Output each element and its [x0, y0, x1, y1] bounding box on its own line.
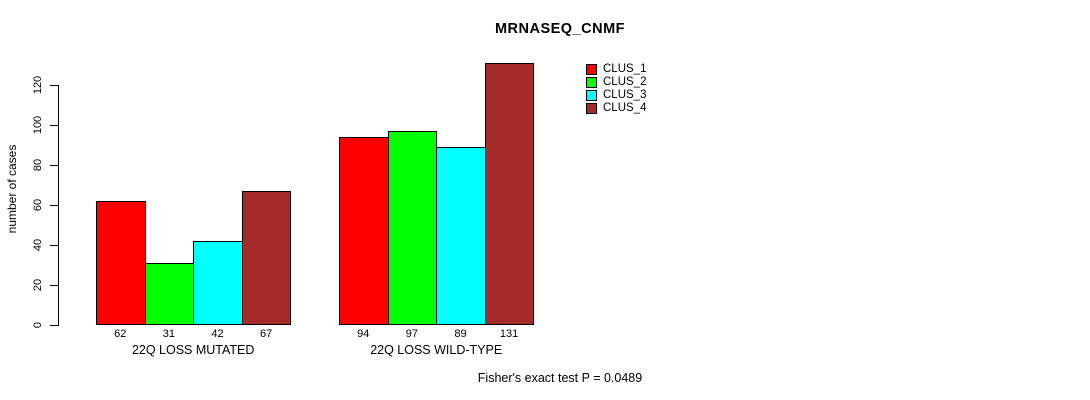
y-axis-tick [50, 245, 58, 246]
y-axis-tick [50, 285, 58, 286]
y-axis-tick-label: 100 [32, 115, 44, 135]
y-axis-label: number of cases [5, 144, 19, 234]
group-label-22q-loss-wild-type: 22Q LOSS WILD-TYPE [370, 343, 503, 357]
bar-value-label: 67 [259, 328, 273, 340]
legend-label: CLUS_1 [603, 63, 647, 75]
bar-clus_3-22q-loss-mutated [193, 241, 243, 325]
stat-note: Fisher's exact test P = 0.0489 [477, 371, 643, 385]
legend-swatch-clus_1 [586, 64, 597, 75]
legend-swatch-clus_3 [586, 90, 597, 101]
chart-title: MRNASEQ_CNMF [494, 21, 626, 37]
y-axis-tick [50, 125, 58, 126]
bar-value-label: 42 [211, 328, 224, 340]
legend-swatch-clus_4 [586, 103, 597, 114]
group-label-22q-loss-mutated: 22Q LOSS MUTATED [131, 343, 255, 357]
y-axis-tick-label: 0 [32, 321, 44, 329]
y-axis-tick-label: 80 [32, 158, 44, 172]
y-axis-tick [50, 165, 58, 166]
bar-value-label: 97 [405, 328, 419, 340]
bar-clus_1-22q-loss-wild-type [339, 137, 389, 325]
bar-clus_4-22q-loss-wild-type [484, 63, 535, 325]
y-axis-tick [50, 85, 58, 86]
bar-clus_2-22q-loss-mutated [144, 263, 195, 325]
y-axis-line [58, 85, 59, 326]
legend-swatch-clus_2 [586, 77, 597, 88]
bar-value-label: 131 [499, 328, 519, 340]
bar-clus_2-22q-loss-wild-type [387, 131, 438, 325]
bar-value-label: 31 [162, 328, 176, 340]
legend-label: CLUS_3 [603, 89, 647, 101]
bar-clus_1-22q-loss-mutated [96, 201, 146, 325]
y-axis-tick-label: 20 [32, 278, 44, 292]
y-axis-tick-label: 40 [32, 238, 44, 252]
y-axis-tick [50, 205, 58, 206]
y-axis-tick-label: 60 [32, 198, 44, 212]
bar-value-label: 62 [114, 328, 127, 340]
bar-clus_3-22q-loss-wild-type [436, 147, 486, 325]
bar-value-label: 94 [357, 328, 370, 340]
bar-value-label: 89 [454, 328, 467, 340]
y-axis-tick-label: 120 [32, 75, 44, 95]
legend-label: CLUS_2 [603, 76, 647, 88]
y-axis-tick [50, 325, 58, 326]
legend-label: CLUS_4 [603, 102, 647, 114]
bar-clus_4-22q-loss-mutated [241, 191, 292, 325]
